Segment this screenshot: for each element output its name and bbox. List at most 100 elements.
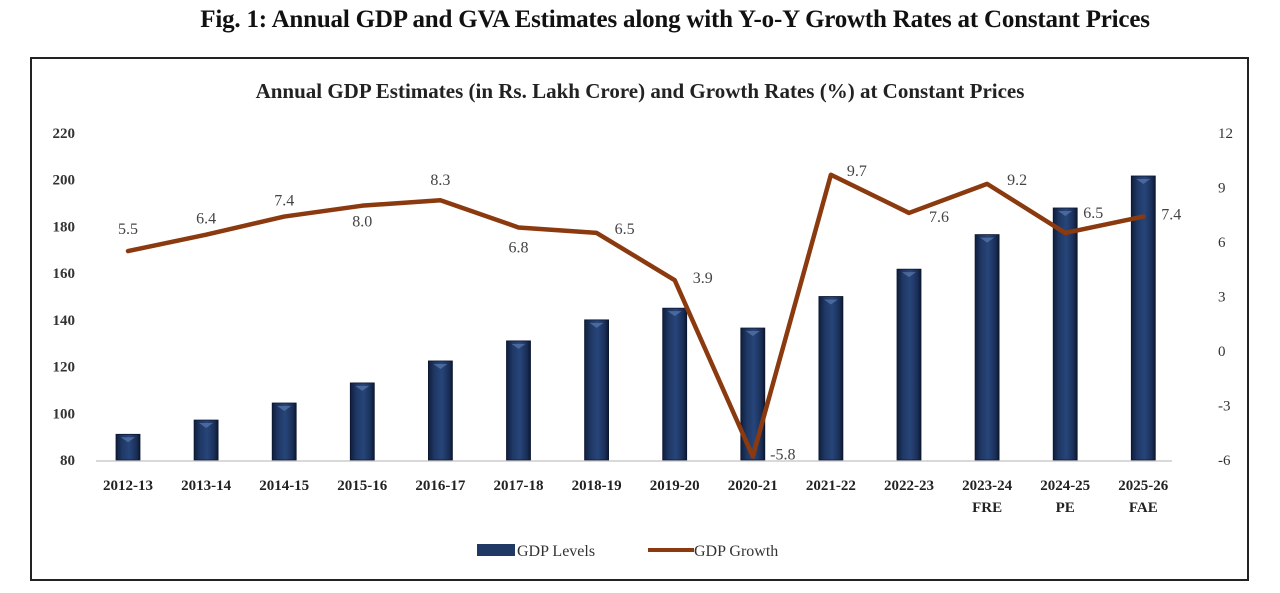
growth-data-label: 8.0 (352, 214, 372, 231)
x-axis-tick-label: 2016-17 (415, 478, 465, 494)
growth-data-label: 6.8 (509, 239, 529, 256)
x-axis-tick-label: 2022-23 (884, 478, 934, 494)
left-axis-tick-label: 100 (53, 406, 76, 422)
left-axis-tick-label: 140 (53, 313, 76, 329)
left-axis-tick-label: 200 (53, 173, 76, 189)
bar-highlight (433, 363, 448, 369)
bar-rect (974, 234, 1000, 461)
growth-data-label: 5.5 (118, 221, 138, 238)
right-axis-tick-label: -3 (1218, 399, 1231, 415)
chart-title: Annual GDP Estimates (in Rs. Lakh Crore)… (256, 79, 1025, 103)
bar-highlight (1058, 210, 1073, 216)
x-axis-tick-label: 2014-15 (259, 478, 309, 494)
x-axis-labels: 2012-13 2013-14 2014-15 2015-16 2016-17 2017-… (103, 478, 1169, 516)
x-axis-tick-label: 2025-26 (1118, 478, 1168, 494)
bar-highlight (667, 311, 682, 317)
bar-highlight (277, 406, 292, 412)
bar-rect (740, 327, 766, 461)
bar-rect (584, 319, 609, 461)
bar-rect (271, 402, 297, 461)
bar-gdp-level (349, 382, 375, 461)
bar-highlight (355, 385, 370, 391)
bar-gdp-level (115, 433, 141, 461)
bar-gdp-level (584, 319, 609, 461)
left-axis-tick-label: 180 (53, 219, 76, 235)
growth-data-label: 8.3 (430, 172, 450, 189)
growth-data-label: 7.4 (1161, 207, 1181, 224)
bar-gdp-level (818, 296, 844, 461)
bar-gdp-level (896, 268, 922, 461)
right-axis-tick-label: 9 (1218, 181, 1226, 197)
legend-label-gdp-levels: GDP Levels (517, 543, 595, 560)
growth-data-label: 7.4 (274, 193, 294, 210)
right-axis-tick-label: 3 (1218, 290, 1226, 306)
bar-highlight (511, 343, 526, 349)
bar-highlight (980, 237, 995, 243)
x-axis-tick-label: 2015-16 (337, 478, 387, 494)
bar-rect (506, 340, 531, 461)
bar-highlight (199, 423, 214, 429)
growth-data-label: -5.8 (770, 446, 795, 463)
bar-gdp-level (662, 307, 688, 461)
x-axis-tick-label: 2018-19 (572, 478, 622, 494)
figure-title: Fig. 1: Annual GDP and GVA Estimates alo… (200, 6, 1150, 33)
legend-label-gdp-growth: GDP Growth (694, 543, 778, 560)
bar-gdp-level (271, 402, 297, 461)
growth-data-label: 6.5 (1083, 205, 1103, 222)
x-axis-tick-label: 2013-14 (181, 478, 231, 494)
bar-gdp-level (1052, 207, 1078, 461)
right-axis-tick-label: 12 (1218, 126, 1233, 142)
growth-data-label: 7.6 (929, 209, 949, 226)
x-axis-tick-label: 2019-20 (650, 478, 700, 494)
left-axis-tick-label: 80 (60, 453, 75, 469)
bar-rect (818, 296, 844, 461)
bar-highlight (745, 331, 760, 337)
x-axis-tick-label: FAE (1129, 500, 1158, 516)
right-axis-tick-label: 6 (1218, 235, 1226, 251)
legend-swatch-gdp-levels (477, 544, 515, 556)
bar-highlight (1136, 178, 1151, 184)
x-axis-tick-label: 2024-25 (1040, 478, 1090, 494)
bar-highlight (121, 437, 135, 443)
x-axis-tick-label: 2020-21 (728, 478, 778, 494)
left-axis: 80 100 120 140 160 180 200 220 (53, 126, 76, 469)
legend: GDP Levels GDP Growth (477, 543, 778, 560)
bar-gdp-level (1130, 175, 1156, 461)
chart-frame (30, 57, 1249, 581)
bar-rect (662, 307, 688, 461)
bar-highlight (902, 272, 916, 278)
bar-gdp-level (974, 234, 1000, 461)
bar-rect (349, 382, 375, 461)
bar-rect (1052, 207, 1078, 461)
growth-data-labels: 5.5 6.4 7.4 8.0 8.3 6.8 6.5 3.9 -5.8 9.7 7.6 9.2 6.5… (118, 163, 1181, 464)
right-axis-tick-label: -6 (1218, 453, 1231, 469)
left-axis-tick-label: 120 (53, 360, 76, 376)
x-axis-tick-label: 2012-13 (103, 478, 153, 494)
gdp-growth-line-layer (125, 172, 1146, 459)
x-axis-tick-label: 2021-22 (806, 478, 856, 494)
growth-data-label: 6.4 (196, 211, 216, 228)
growth-data-label: 9.2 (1007, 172, 1027, 189)
bar-rect (1130, 175, 1156, 461)
bar-gdp-level (506, 340, 531, 461)
bar-rect (427, 360, 453, 461)
bar-gdp-level (193, 419, 219, 461)
gdp-growth-line (125, 172, 1146, 459)
growth-data-label: 6.5 (615, 221, 635, 238)
bar-gdp-level (740, 327, 766, 461)
x-axis-tick-label: PE (1056, 500, 1075, 516)
x-axis-tick-label: FRE (972, 500, 1002, 516)
left-axis-tick-label: 160 (53, 266, 76, 282)
x-axis-tick-label: 2023-24 (962, 478, 1012, 494)
bar-highlight (589, 322, 604, 328)
gdp-levels-bars (115, 175, 1156, 461)
bar-gdp-level (427, 360, 453, 461)
growth-data-label: 3.9 (693, 270, 713, 287)
bar-rect (896, 268, 922, 461)
left-axis-tick-label: 220 (53, 126, 76, 142)
bar-highlight (823, 299, 838, 305)
right-axis-tick-label: 0 (1218, 344, 1226, 360)
growth-data-label: 9.7 (847, 163, 867, 180)
right-axis: -6 -3 0 3 6 9 12 (1218, 126, 1233, 469)
